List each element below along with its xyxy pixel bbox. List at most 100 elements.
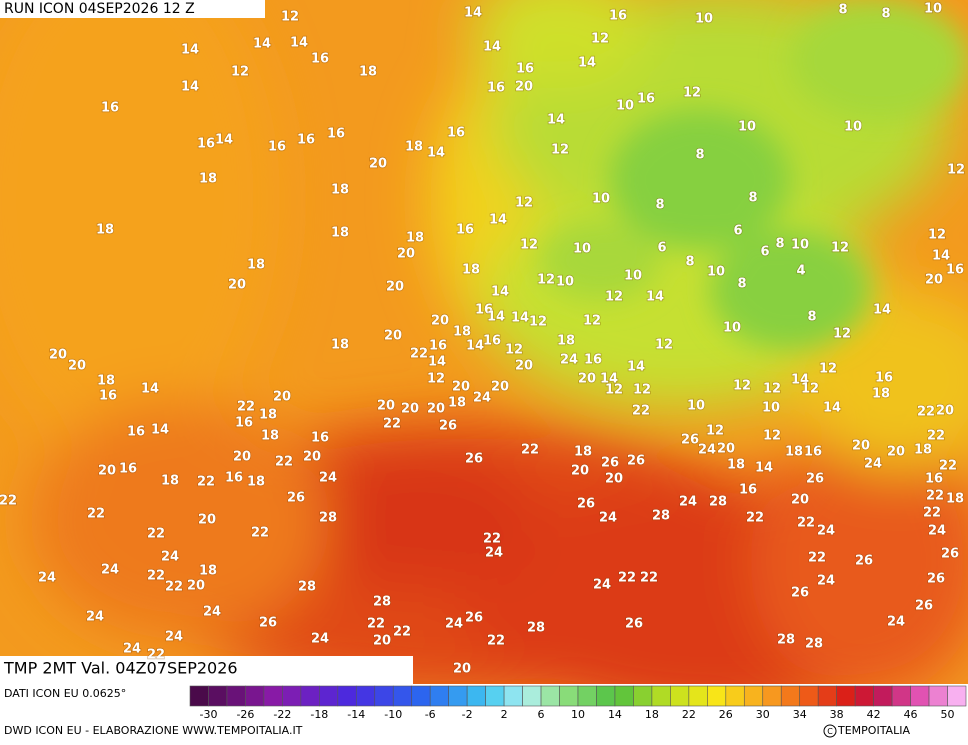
color-swatch bbox=[577, 685, 597, 707]
temp-label: 8 bbox=[881, 7, 890, 22]
temp-label: 22 bbox=[251, 526, 269, 541]
temp-label: 24 bbox=[86, 610, 104, 625]
temp-label: 26 bbox=[681, 433, 699, 448]
temp-label: 20 bbox=[791, 493, 809, 508]
temp-label: 16 bbox=[447, 126, 465, 141]
temp-label: 10 bbox=[924, 2, 942, 17]
temp-label: 18 bbox=[946, 492, 964, 507]
temp-label: 12 bbox=[833, 327, 851, 342]
temp-label: 10 bbox=[844, 120, 862, 135]
color-swatch bbox=[522, 685, 542, 707]
temp-label: 14 bbox=[600, 372, 618, 387]
color-swatch bbox=[817, 685, 837, 707]
temp-label: 18 bbox=[247, 475, 265, 490]
scale-tick-label: -18 bbox=[310, 708, 328, 721]
temp-label: 8 bbox=[695, 148, 704, 163]
color-swatch bbox=[189, 685, 209, 707]
temp-label: 16 bbox=[297, 133, 315, 148]
temp-label: 16 bbox=[875, 371, 893, 386]
temp-label: 10 bbox=[762, 401, 780, 416]
temp-label: 16 bbox=[99, 389, 117, 404]
temp-label: 18 bbox=[557, 334, 575, 349]
temp-label: 28 bbox=[777, 633, 795, 648]
color-swatch bbox=[392, 685, 413, 707]
temp-label: 14 bbox=[511, 311, 529, 326]
temp-label: 22 bbox=[147, 648, 165, 663]
temp-label: 12 bbox=[706, 424, 724, 439]
temp-label: 28 bbox=[319, 511, 337, 526]
temp-label: 26 bbox=[625, 617, 643, 632]
temp-label: 20 bbox=[401, 402, 419, 417]
color-swatch bbox=[947, 685, 967, 707]
color-swatch bbox=[503, 685, 523, 707]
temp-label: 22 bbox=[165, 580, 183, 595]
color-swatch bbox=[282, 685, 302, 707]
temp-label: 22 bbox=[483, 532, 501, 547]
temp-label: 16 bbox=[483, 334, 501, 349]
color-swatch bbox=[300, 685, 320, 707]
temp-label: 16 bbox=[487, 81, 505, 96]
temp-label: 18 bbox=[453, 325, 471, 340]
temp-label: 24 bbox=[887, 615, 905, 630]
temp-label: 12 bbox=[683, 86, 701, 101]
scale-tick-label: 6 bbox=[538, 708, 545, 721]
temp-label: 28 bbox=[373, 595, 391, 610]
color-swatch bbox=[596, 685, 616, 707]
temp-label: 14 bbox=[491, 285, 509, 300]
temp-label: 18 bbox=[574, 445, 592, 460]
temp-label: 22 bbox=[640, 571, 658, 586]
temp-label: 24 bbox=[679, 495, 697, 510]
temp-label: 12 bbox=[505, 343, 523, 358]
temp-label: 16 bbox=[311, 431, 329, 446]
temp-label: 16 bbox=[584, 353, 602, 368]
temp-label: 12 bbox=[633, 383, 651, 398]
temp-label: 20 bbox=[273, 390, 291, 405]
temp-label: 20 bbox=[431, 314, 449, 329]
color-swatch bbox=[429, 685, 449, 707]
color-swatch bbox=[319, 685, 339, 707]
temp-label: 8 bbox=[685, 255, 694, 270]
temp-label: 20 bbox=[377, 399, 395, 414]
color-swatch bbox=[854, 685, 874, 707]
temp-label: 26 bbox=[439, 419, 457, 434]
temp-label: 18 bbox=[199, 172, 217, 187]
copyright-icon bbox=[823, 724, 837, 738]
temp-label: 18 bbox=[331, 183, 349, 198]
temp-label: 14 bbox=[483, 40, 501, 55]
temp-label: 20 bbox=[49, 348, 67, 363]
temp-label: 22 bbox=[275, 455, 293, 470]
scale-tick-label: -2 bbox=[462, 708, 473, 721]
temp-label: 28 bbox=[298, 580, 316, 595]
temp-label: 16 bbox=[739, 483, 757, 498]
color-swatch bbox=[614, 685, 634, 707]
temp-label: 14 bbox=[427, 146, 445, 161]
temp-label: 22 bbox=[393, 625, 411, 640]
temp-label: 8 bbox=[775, 237, 784, 252]
temp-label: 10 bbox=[707, 265, 725, 280]
temp-label: 20 bbox=[228, 278, 246, 293]
temp-label: 14 bbox=[487, 310, 505, 325]
temp-label: 16 bbox=[235, 416, 253, 431]
map-background bbox=[0, 0, 968, 684]
temp-label: 22 bbox=[87, 507, 105, 522]
temp-label: 26 bbox=[465, 452, 483, 467]
temp-label: 22 bbox=[487, 634, 505, 649]
temp-label: 16 bbox=[475, 303, 493, 318]
color-swatch bbox=[743, 685, 764, 707]
temp-label: 8 bbox=[655, 198, 664, 213]
header-title: RUN ICON 04SEP2026 12 Z bbox=[4, 1, 195, 17]
temp-label: 14 bbox=[791, 373, 809, 388]
temp-label: 18 bbox=[161, 474, 179, 489]
temp-label: 22 bbox=[939, 459, 957, 474]
color-swatch bbox=[780, 685, 801, 707]
temp-label: 20 bbox=[384, 329, 402, 344]
temp-label: 12 bbox=[520, 238, 538, 253]
temp-label: 22 bbox=[383, 417, 401, 432]
temp-label: 22 bbox=[632, 404, 650, 419]
temp-label: 10 bbox=[687, 399, 705, 414]
temp-label: 16 bbox=[804, 445, 822, 460]
temp-label: 20 bbox=[303, 450, 321, 465]
temp-label: 22 bbox=[808, 551, 826, 566]
